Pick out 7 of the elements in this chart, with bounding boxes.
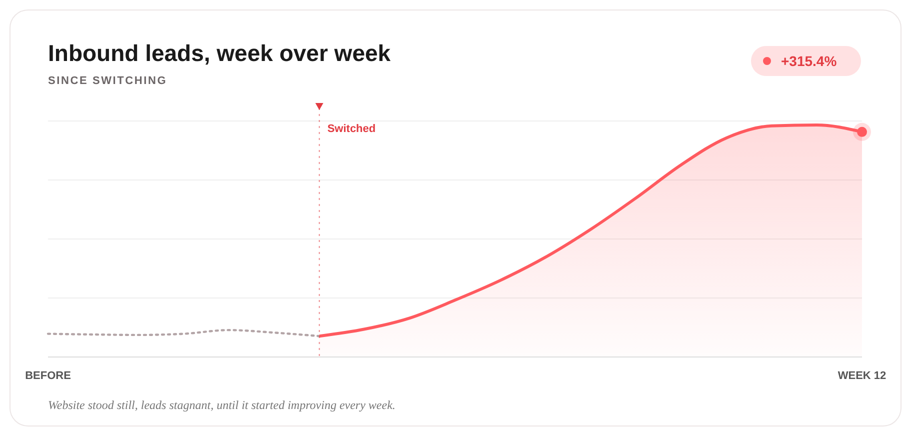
text: Website stood still, leads stagnant, until it started improving every week. bbox=[48, 398, 396, 412]
x-tick-label: WEEK 12 bbox=[838, 370, 886, 382]
text: +315.4% bbox=[781, 53, 838, 69]
chart-title: Inbound leads, week over week bbox=[48, 40, 391, 66]
chart-subtitle: SINCE SWITCHING bbox=[48, 75, 168, 87]
annotation: Switched bbox=[327, 123, 376, 135]
x-tick-label: BEFORE bbox=[25, 370, 71, 382]
